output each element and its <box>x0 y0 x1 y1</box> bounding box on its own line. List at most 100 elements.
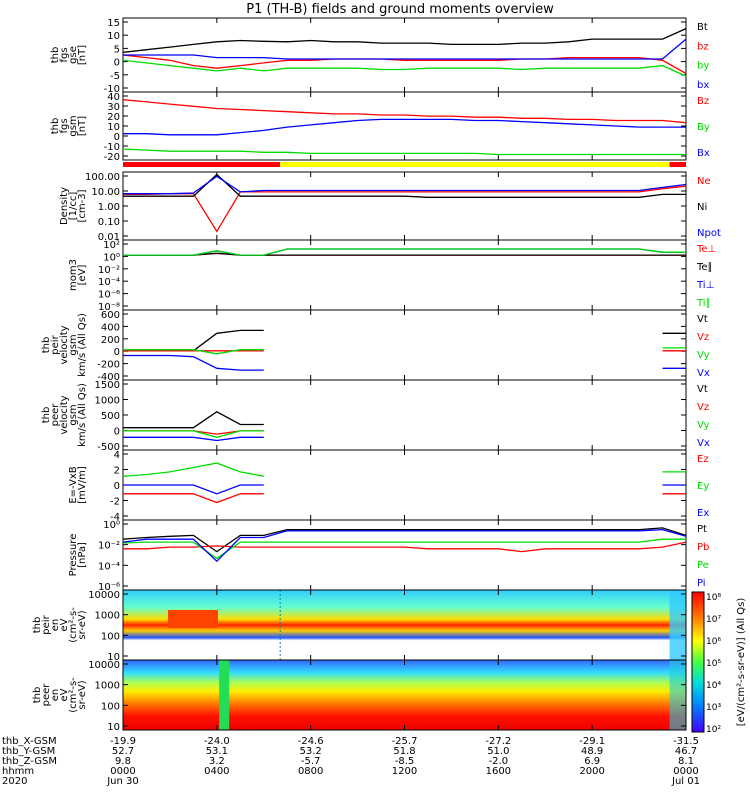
x-axis-value: 3.2 <box>209 756 225 767</box>
y-axis-label-line: mom3 <box>68 259 79 291</box>
panel-frame <box>122 309 687 381</box>
x-axis-value: 8.1 <box>678 756 694 767</box>
x-axis-value: -24.0 <box>204 736 230 747</box>
y-axis-label-line: fgs <box>59 118 70 133</box>
y-tick-label: 10² <box>103 240 120 251</box>
y-axis-label-line: gsm <box>68 334 79 355</box>
legend-fgs-gse: bx <box>697 80 709 91</box>
legend-density: Npot <box>697 228 721 239</box>
y-tick-label: 10⁻⁴ <box>98 277 120 288</box>
y-tick-label: 30 <box>107 102 120 113</box>
x-axis-value: 1600 <box>486 766 511 777</box>
x-axis-value: 0000 <box>673 766 698 777</box>
y-tick-label: 10⁰ <box>103 252 120 263</box>
x-axis-row-label: 2020 <box>2 776 27 787</box>
spectrogram-feature <box>219 660 230 730</box>
y-axis-label: Density[1/cc][cm-3] <box>59 187 88 225</box>
x-axis-value: 46.7 <box>675 746 697 757</box>
x-axis-value: Jun 30 <box>106 776 139 787</box>
panel-frame <box>122 17 687 93</box>
y-axis-label-line: thb <box>41 407 52 424</box>
y-tick-label: -200 <box>97 360 120 371</box>
legend-temperature: Ti⊥ <box>696 280 714 291</box>
y-axis-label-line: eV <box>59 688 70 701</box>
legend-pressure: Pe <box>697 560 709 571</box>
x-axis-row-label: thb_Z-GSM <box>2 756 57 767</box>
mode-bar-segment <box>669 162 686 167</box>
colorbar-tick: 10² <box>706 725 721 735</box>
y-tick-label: 400 <box>101 322 120 333</box>
series-efield-Ex <box>123 484 686 495</box>
series-temperature-Te∥ <box>123 252 686 256</box>
x-axis-value: -29.1 <box>579 736 605 747</box>
legend-efield: Ez <box>697 454 709 465</box>
y-axis-label-line: thb <box>50 47 61 64</box>
series-pressure-Pi <box>122 528 687 563</box>
colorbar-tick: 10⁴ <box>706 681 721 691</box>
y-tick-label: 40 <box>107 92 120 103</box>
y-axis-label-line: velocity <box>59 325 70 364</box>
x-axis-value: 6.9 <box>584 756 600 767</box>
colorbar-tick: 10⁸ <box>706 593 721 603</box>
y-axis-label-line: km/s (All Qs) <box>77 383 88 447</box>
y-axis-label-line: peir <box>41 614 52 634</box>
y-axis-label: Pressure[nPa] <box>68 534 88 577</box>
y-tick-label: 0 <box>114 132 120 143</box>
panel-frame <box>122 91 687 161</box>
y-tick-label: 10⁻⁴ <box>98 561 120 572</box>
panel-frame <box>122 449 687 521</box>
series-fgs-gsm-By <box>122 148 686 156</box>
y-axis-label-line: sr-eV) <box>77 680 88 709</box>
y-axis-label-line: [nT] <box>77 45 88 65</box>
x-axis-value: -19.9 <box>110 736 136 747</box>
y-axis-label-line: Pressure <box>68 534 79 577</box>
legend-efield: Ex <box>697 508 709 519</box>
y-tick-label: 10⁻² <box>98 541 120 552</box>
y-tick-label: 10.00 <box>91 187 120 198</box>
x-axis-value: -5.7 <box>301 756 321 767</box>
x-axis-value: Jul 01 <box>671 776 700 787</box>
series-pressure-Pb <box>123 541 687 553</box>
series-fgs-gse-Bt <box>122 28 687 54</box>
y-axis-label-line: gsm <box>68 404 79 425</box>
panel-frame <box>122 239 687 311</box>
y-axis-label-line: thb <box>50 118 61 135</box>
panel-pressure: 10⁰ 10⁻² 10⁻⁴ 10⁻⁶ Pressure[nPa] Pt Pb Pe Pi <box>68 519 709 593</box>
legend-fgs-gsm: Bz <box>697 96 709 107</box>
legend-temperature: Ti∥ <box>696 298 711 309</box>
x-axis-value: 2000 <box>579 766 604 777</box>
series-peer-velocity-Vy <box>123 430 264 438</box>
y-axis-label: mom3[eV] <box>68 259 88 291</box>
y-axis-label-line: [eV] <box>77 265 88 286</box>
series-peir-velocity-Vt <box>123 329 686 352</box>
colorbar-tick: 10⁶ <box>706 637 721 647</box>
spectrogram-feature <box>669 590 686 660</box>
y-tick-label: 4 <box>114 450 120 461</box>
y-tick-label: -10 <box>104 142 120 153</box>
y-tick-label: -5 <box>110 71 120 82</box>
y-axis-label-line: fgs <box>59 47 70 62</box>
y-tick-label: 10 <box>107 722 120 733</box>
colorbar-tick: 10⁷ <box>706 615 721 625</box>
legend-efield: Ey <box>697 481 709 492</box>
y-axis-label-line: velocity <box>59 395 70 434</box>
y-axis-label-line: en <box>50 689 61 702</box>
x-axis-value: 9.8 <box>115 756 131 767</box>
legend-peir-velocity: Vx <box>697 368 710 379</box>
x-axis-value: 53.1 <box>206 746 228 757</box>
figure-title: P1 (TH-B) fields and ground moments over… <box>246 2 554 17</box>
x-axis-value: 0000 <box>110 766 135 777</box>
y-tick-label: 0 <box>114 427 120 438</box>
y-axis-label-line: E=-VxB <box>68 466 79 503</box>
y-tick-label: 100.00 <box>85 172 120 183</box>
y-axis-label: E=-VxB[mV/m] <box>68 466 88 504</box>
y-axis-label-line: (cm²-s- <box>68 677 79 713</box>
